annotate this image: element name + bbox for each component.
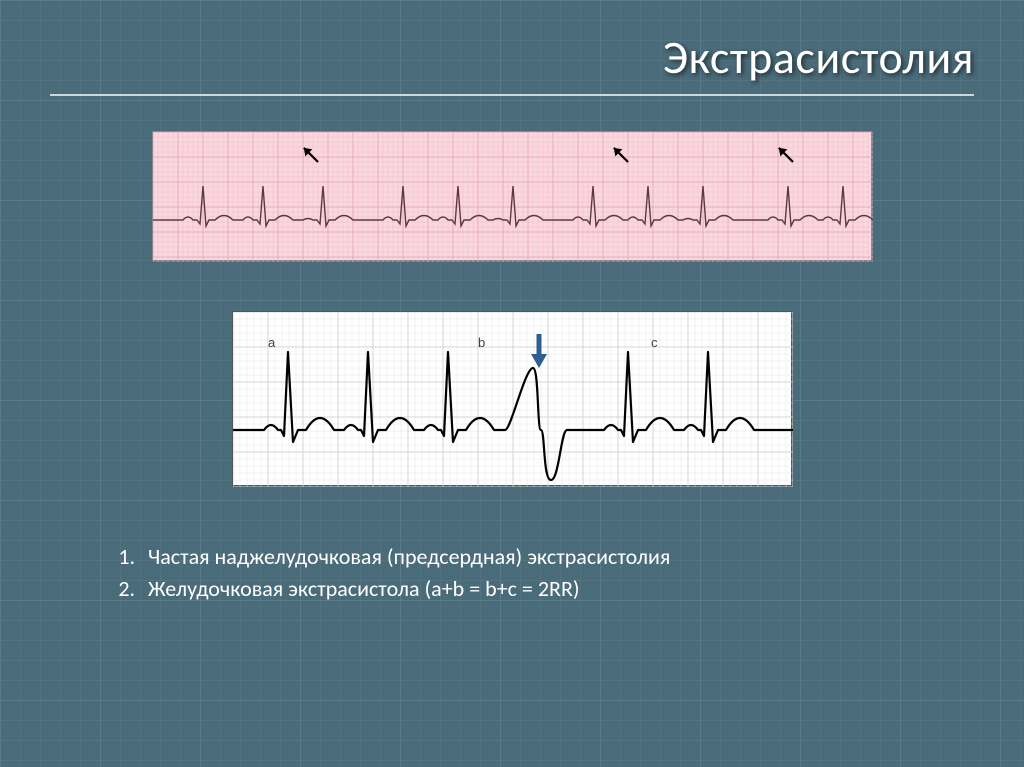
- svg-text:c: c: [651, 335, 658, 350]
- ecg-image-supraventricular: [152, 131, 872, 261]
- ecg-image-ventricular: a b c: [232, 311, 792, 486]
- caption-item-2: Желудочковая экстрасистола (a+b = b+c = …: [140, 573, 974, 605]
- ecg-figures: a b c: [50, 131, 974, 486]
- slide-title: Экстрасистолия: [50, 30, 974, 96]
- svg-text:a: a: [268, 335, 276, 350]
- caption-list: Частая наджелудочковая (предсердная) экс…: [110, 541, 974, 605]
- caption-item-1: Частая наджелудочковая (предсердная) экс…: [140, 541, 974, 573]
- svg-text:b: b: [478, 335, 485, 350]
